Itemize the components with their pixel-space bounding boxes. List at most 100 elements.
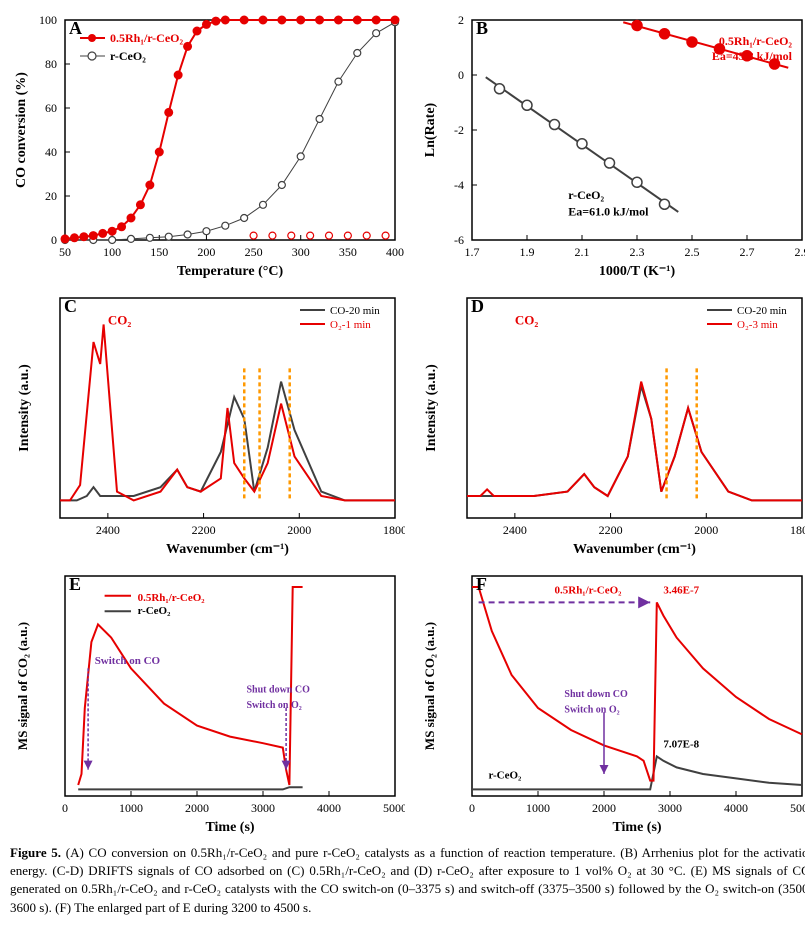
svg-text:2400: 2400 xyxy=(96,523,120,537)
svg-text:r-CeO₂: r-CeO₂ xyxy=(138,605,172,617)
svg-text:0.5Rh₁/r-CeO₂: 0.5Rh₁/r-CeO₂ xyxy=(110,31,183,45)
svg-text:20: 20 xyxy=(45,189,57,203)
chart-e: 0 1000 2000 3000 4000 5000 Time (s) MS signal o… xyxy=(10,566,405,836)
svg-text:60: 60 xyxy=(45,101,57,115)
svg-text:250: 250 xyxy=(245,245,263,259)
svg-text:Ea=45.8 kJ/mol: Ea=45.8 kJ/mol xyxy=(711,49,792,63)
chart-a: 50 100 150 200 250 300 350 400 0 20 40 60 80 100 Tempe… xyxy=(10,10,405,280)
svg-text:4000: 4000 xyxy=(317,801,341,815)
svg-text:2.3: 2.3 xyxy=(629,245,644,259)
svg-text:-4: -4 xyxy=(454,178,464,192)
svg-text:MS signal of CO₂ (a.u.): MS signal of CO₂ (a.u.) xyxy=(15,622,30,750)
svg-text:1800: 1800 xyxy=(790,523,805,537)
svg-text:B: B xyxy=(476,18,488,38)
svg-text:r-CeO₂: r-CeO₂ xyxy=(568,188,604,202)
svg-text:350: 350 xyxy=(339,245,357,259)
svg-text:80: 80 xyxy=(45,57,57,71)
chart-b: 1.7 1.9 2.1 2.3 2.5 2.7 2.9 -6 -4 -2 0 2 1000/T (K⁻¹… xyxy=(417,10,805,280)
svg-text:Intensity (a.u.): Intensity (a.u.) xyxy=(17,364,32,452)
svg-text:1800: 1800 xyxy=(383,523,405,537)
svg-text:1000: 1000 xyxy=(119,801,143,815)
svg-text:1000/T (K⁻¹): 1000/T (K⁻¹) xyxy=(598,264,675,279)
svg-text:D: D xyxy=(471,296,484,316)
svg-text:4000: 4000 xyxy=(724,801,748,815)
svg-text:2000: 2000 xyxy=(287,523,311,537)
svg-text:2200: 2200 xyxy=(598,523,622,537)
svg-text:3000: 3000 xyxy=(251,801,275,815)
panel-d: 2400 2200 2000 1800 Wavenumber (cm⁻¹) Intensi… xyxy=(417,288,805,558)
figure-caption: Figure 5. (A) CO conversion on 0.5Rh₁/r-… xyxy=(10,844,805,917)
svg-text:CO₂: CO₂ xyxy=(514,312,538,327)
svg-text:r-CeO₂: r-CeO₂ xyxy=(110,49,146,63)
svg-text:Switch on O₂: Switch on O₂ xyxy=(247,700,302,711)
svg-text:Switch on CO: Switch on CO xyxy=(95,655,161,667)
svg-text:0: 0 xyxy=(458,68,464,82)
figure-grid: 50100150200250300350400020406080100Tempe… xyxy=(10,10,805,836)
svg-text:150: 150 xyxy=(150,245,168,259)
svg-text:Intensity (a.u.): Intensity (a.u.) xyxy=(424,364,439,452)
svg-text:-2: -2 xyxy=(454,123,464,137)
svg-text:1000: 1000 xyxy=(526,801,550,815)
svg-text:Wavenumber (cm⁻¹): Wavenumber (cm⁻¹) xyxy=(573,542,696,557)
svg-text:2400: 2400 xyxy=(502,523,526,537)
svg-text:CO conversion (%): CO conversion (%) xyxy=(14,72,29,188)
svg-text:2.1: 2.1 xyxy=(574,245,589,259)
panel-f: 010002000300040005000Time (s)MS signal o… xyxy=(417,566,805,836)
svg-text:1.7: 1.7 xyxy=(464,245,479,259)
svg-text:0: 0 xyxy=(51,233,57,247)
svg-text:2200: 2200 xyxy=(192,523,216,537)
svg-text:0.5Rh₁/r-CeO₂: 0.5Rh₁/r-CeO₂ xyxy=(554,585,622,597)
svg-text:CO-20 min: CO-20 min xyxy=(330,305,380,317)
svg-text:0: 0 xyxy=(469,801,475,815)
svg-text:Time (s): Time (s) xyxy=(205,820,254,835)
svg-text:7.07E-8: 7.07E-8 xyxy=(663,739,699,751)
svg-text:3000: 3000 xyxy=(658,801,682,815)
chart-d: 2400 2200 2000 1800 Wavenumber (cm⁻¹) Intensi… xyxy=(417,288,805,558)
chart-f: 010002000300040005000Time (s)MS signal o… xyxy=(417,566,805,836)
svg-text:CO-20 min: CO-20 min xyxy=(737,305,787,317)
svg-text:2: 2 xyxy=(458,13,464,27)
svg-text:Shut down CO: Shut down CO xyxy=(247,685,311,696)
svg-text:2000: 2000 xyxy=(185,801,209,815)
svg-text:Temperature (°C): Temperature (°C) xyxy=(177,264,284,279)
svg-text:0: 0 xyxy=(62,801,68,815)
svg-text:0.5Rh₁/r-CeO₂: 0.5Rh₁/r-CeO₂ xyxy=(138,592,206,604)
svg-text:-6: -6 xyxy=(454,233,464,247)
svg-text:Ea=61.0 kJ/mol: Ea=61.0 kJ/mol xyxy=(568,204,649,218)
svg-text:Shut down CO: Shut down CO xyxy=(564,689,628,700)
panel-b: 1.7 1.9 2.1 2.3 2.5 2.7 2.9 -6 -4 -2 0 2 1000/T (K⁻¹… xyxy=(417,10,805,280)
svg-text:2000: 2000 xyxy=(694,523,718,537)
caption-text: (A) CO conversion on 0.5Rh₁/r-CeO₂ and p… xyxy=(10,845,805,915)
svg-text:A: A xyxy=(69,18,82,38)
svg-text:O₂-1 min: O₂-1 min xyxy=(330,319,371,331)
chart-c: 2400 2200 2000 1800 Wavenumber (cm⁻¹) Intensi… xyxy=(10,288,405,558)
svg-text:400: 400 xyxy=(386,245,404,259)
svg-text:r-CeO₂: r-CeO₂ xyxy=(488,769,522,781)
svg-text:5000: 5000 xyxy=(790,801,805,815)
caption-label: Figure 5. xyxy=(10,845,61,860)
svg-text:0.5Rh₁/r-CeO₂: 0.5Rh₁/r-CeO₂ xyxy=(718,34,791,48)
svg-text:100: 100 xyxy=(39,13,57,27)
panel-a: 50 100 150 200 250 300 350 400 0 20 40 60 80 100 Tempe… xyxy=(10,10,409,280)
svg-text:50: 50 xyxy=(59,245,71,259)
svg-text:100: 100 xyxy=(103,245,121,259)
svg-text:O₂-3 min: O₂-3 min xyxy=(737,319,778,331)
svg-text:1.9: 1.9 xyxy=(519,245,534,259)
svg-text:Wavenumber (cm⁻¹): Wavenumber (cm⁻¹) xyxy=(166,542,289,557)
svg-text:3.46E-7: 3.46E-7 xyxy=(663,585,699,597)
svg-text:MS signal of CO₂ (a.u.): MS signal of CO₂ (a.u.) xyxy=(422,622,437,750)
svg-text:200: 200 xyxy=(197,245,215,259)
svg-text:CO₂: CO₂ xyxy=(108,312,132,327)
svg-text:2.7: 2.7 xyxy=(739,245,754,259)
svg-text:2.9: 2.9 xyxy=(794,245,805,259)
svg-text:E: E xyxy=(69,574,81,594)
svg-text:40: 40 xyxy=(45,145,57,159)
panel-e: 0 1000 2000 3000 4000 5000 Time (s) MS signal o… xyxy=(10,566,409,836)
svg-text:2.5: 2.5 xyxy=(684,245,699,259)
svg-text:Ln(Rate): Ln(Rate) xyxy=(423,102,438,157)
svg-text:5000: 5000 xyxy=(383,801,405,815)
panel-c: 2400 2200 2000 1800 Wavenumber (cm⁻¹) Intensi… xyxy=(10,288,409,558)
svg-text:300: 300 xyxy=(292,245,310,259)
svg-text:2000: 2000 xyxy=(592,801,616,815)
svg-text:F: F xyxy=(476,574,487,594)
